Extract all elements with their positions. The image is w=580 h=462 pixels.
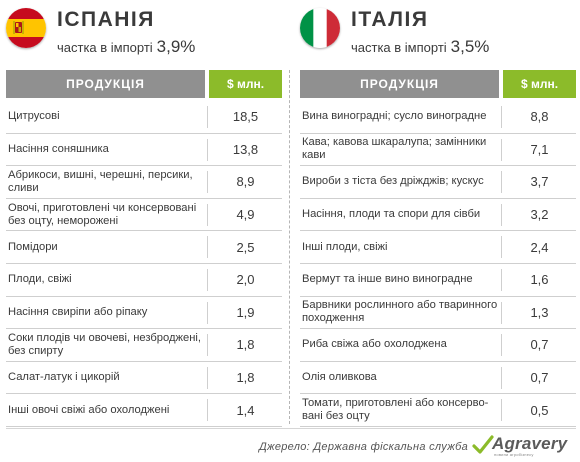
column-header-product: ПРОДУКЦІЯ <box>6 70 205 98</box>
row-product: Овочі, приготовлені чи консервовані без … <box>8 201 197 227</box>
row-product: Цитрусові <box>8 110 60 123</box>
row-value: 0,7 <box>530 370 549 386</box>
row-value: 4,9 <box>236 207 255 223</box>
row-value: 3,2 <box>530 207 549 223</box>
logo-text: Agravery <box>492 434 568 453</box>
table-row: Овочі, приготовлені чи консервовані без … <box>6 199 282 232</box>
row-product: Абрикоси, вишні, черешні, персики, сливи <box>8 168 193 194</box>
row-value: 0,5 <box>530 402 549 418</box>
table-row: Насіння свиріпи або ріпаку 1,9 <box>6 297 282 330</box>
table-row: Плоди, свіжі 2,0 <box>6 264 282 297</box>
italy-table-body: Вина виноградні; сусло виноградне 8,8 Кав… <box>300 101 576 427</box>
column-header-value: $ млн. <box>209 70 282 98</box>
spain-table-body: Цитрусові 18,5 Насіння соняшника 13,8 Абри… <box>6 101 282 427</box>
row-product: Олія оливкова <box>302 371 377 384</box>
column-header-product: ПРОДУКЦІЯ <box>300 70 499 98</box>
row-product: Вироби з тіста без дріжджів; кускус <box>302 175 484 188</box>
row-product: Плоди, свіжі <box>8 273 72 286</box>
spain-table-header: ПРОДУКЦІЯ $ млн. <box>6 70 282 98</box>
table-row: Соки плодів чи овочеві, незброджені, без… <box>6 329 282 362</box>
share-value: 3,9% <box>156 37 196 56</box>
row-value: 1,3 <box>530 304 549 320</box>
import-share-italy: частка в імпорті 3,5% <box>351 37 489 57</box>
table-row: Насіння соняшника 13,8 <box>6 134 282 167</box>
spain-panel: ІСПАНІЯ частка в імпорті 3,9% ПРОДУКЦІЯ $… <box>6 0 282 427</box>
table-row: Помідори 2,5 <box>6 231 282 264</box>
share-value: 3,5% <box>450 37 490 56</box>
column-header-value: $ млн. <box>503 70 576 98</box>
share-label: частка в імпорті <box>351 40 447 55</box>
table-row: Цитрусові 18,5 <box>6 101 282 134</box>
italy-table-header: ПРОДУКЦІЯ $ млн. <box>300 70 576 98</box>
row-value: 13,8 <box>232 141 259 157</box>
row-value: 2,5 <box>236 239 255 255</box>
spain-flag-icon <box>6 8 46 48</box>
row-product: Насіння, плоди та спори для сівби <box>302 208 481 221</box>
table-row: Інші плоди, свіжі 2,4 <box>300 231 576 264</box>
table-row: Насіння, плоди та спори для сівби 3,2 <box>300 199 576 232</box>
row-product: Насіння соняшника <box>8 142 109 155</box>
checkmark-logo-icon <box>472 435 494 454</box>
row-product: Помідори <box>8 240 58 253</box>
row-value: 2,0 <box>236 272 255 288</box>
row-value: 1,9 <box>236 304 255 320</box>
country-title-italy: ІТАЛІЯ <box>351 8 429 31</box>
table-row: Томати, приготовлені або консерво-вані б… <box>300 394 576 427</box>
share-label: частка в імпорті <box>57 40 153 55</box>
row-product: Насіння свиріпи або ріпаку <box>8 305 148 318</box>
table-row: Вина виноградні; сусло виноградне 8,8 <box>300 101 576 134</box>
row-value: 1,6 <box>530 272 549 288</box>
source-note: Джерело: Державна фіскальна служба <box>258 441 468 453</box>
table-row: Вироби з тіста без дріжджів; кускус 3,7 <box>300 166 576 199</box>
agravery-logo: Agravery новини агробізнесу <box>472 432 576 458</box>
row-product: Вина виноградні; сусло виноградне <box>302 110 487 123</box>
table-row: Салат-латук і цикорій 1,8 <box>6 362 282 395</box>
row-value: 7,1 <box>530 141 549 157</box>
row-value: 2,4 <box>530 239 549 255</box>
table-row: Олія оливкова 0,7 <box>300 362 576 395</box>
row-product: Соки плодів чи овочеві, незброджені, без… <box>8 331 201 357</box>
spain-header: ІСПАНІЯ частка в імпорті 3,9% <box>6 0 282 62</box>
row-value: 3,7 <box>530 174 549 190</box>
row-value: 8,8 <box>530 109 549 125</box>
table-row: Барвники рослинного або тваринного поход… <box>300 297 576 330</box>
row-value: 18,5 <box>232 109 259 125</box>
table-row: Інші овочі свіжі або охолоджені 1,4 <box>6 394 282 427</box>
panel-divider <box>289 70 290 424</box>
row-value: 1,8 <box>236 370 255 386</box>
row-product: Вермут та інше вино виноградне <box>302 273 473 286</box>
row-product: Салат-латук і цикорій <box>8 371 120 384</box>
row-value: 1,4 <box>236 402 255 418</box>
row-product: Барвники рослинного або тваринного поход… <box>302 299 498 325</box>
italy-header: ІТАЛІЯ частка в імпорті 3,5% <box>300 0 576 62</box>
import-share-spain: частка в імпорті 3,9% <box>57 37 195 57</box>
italy-flag-icon <box>300 8 340 48</box>
italy-panel: ІТАЛІЯ частка в імпорті 3,5% ПРОДУКЦІЯ $ … <box>300 0 576 427</box>
row-value: 1,8 <box>236 337 255 353</box>
row-product: Риба свіжа або охолоджена <box>302 338 447 351</box>
row-product: Кава; кавова шкаралупа; замінники кави <box>302 136 487 162</box>
row-product: Томати, приготовлені або консерво-вані б… <box>302 397 489 423</box>
row-product: Інші плоди, свіжі <box>302 240 388 253</box>
table-row: Абрикоси, вишні, черешні, персики, сливи… <box>6 166 282 199</box>
table-row: Кава; кавова шкаралупа; замінники кави 7,… <box>300 134 576 167</box>
country-title-spain: ІСПАНІЯ <box>57 8 155 31</box>
row-product: Інші овочі свіжі або охолоджені <box>8 403 170 416</box>
table-row: Риба свіжа або охолоджена 0,7 <box>300 329 576 362</box>
footer-divider <box>6 428 576 429</box>
row-value: 8,9 <box>236 174 255 190</box>
logo-subtitle: новини агробізнесу <box>494 452 534 457</box>
row-value: 0,7 <box>530 337 549 353</box>
table-row: Вермут та інше вино виноградне 1,6 <box>300 264 576 297</box>
